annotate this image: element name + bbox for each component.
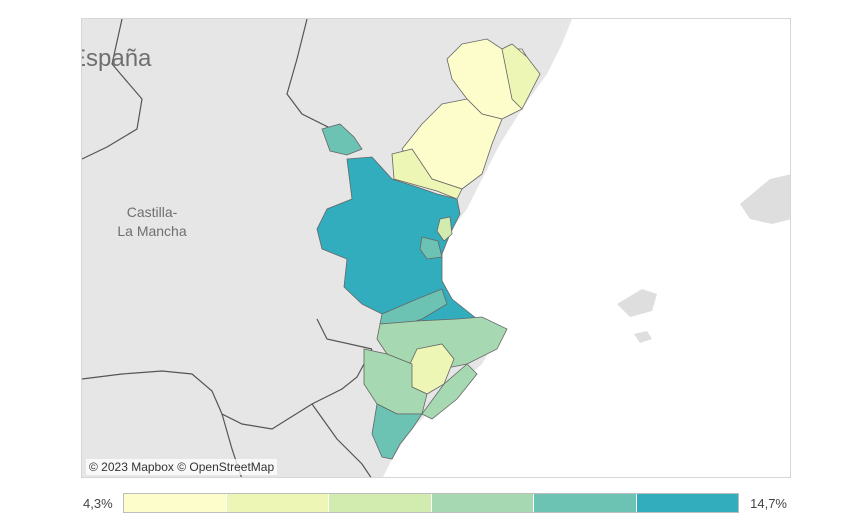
color-legend: 4,3% 14,7% [81,492,791,518]
balearic-island-ibiza [617,289,657,317]
district-alicante-south[interactable] [371,403,423,460]
district-alicante-coast[interactable] [421,363,478,420]
balearic-island-mallorca [740,174,790,224]
district-alicante-north[interactable] [376,316,508,370]
admin-border-1 [82,19,143,160]
legend-step-4 [431,494,534,512]
country-label: España [82,45,152,72]
balearic-island-formentera [634,331,652,343]
region-label-line-1: Castilla- [127,204,178,220]
admin-border-6 [316,318,373,350]
district-castellon-northeast[interactable] [501,43,541,110]
choropleth-map[interactable]: España Castilla- La Mancha [82,19,791,478]
district-valencia-coast[interactable] [436,216,453,242]
legend-step-5 [534,494,637,512]
admin-border-3 [82,348,373,430]
map-attribution[interactable]: © 2023 Mapbox © OpenStreetMap [86,459,278,475]
legend-step-2 [226,494,329,512]
legend-min-label: 4,3% [83,496,113,511]
legend-step-6 [636,494,738,512]
admin-border-5 [311,403,372,477]
legend-max-label: 14,7% [750,496,787,511]
region-label-line-2: La Mancha [117,223,186,239]
legend-step-3 [329,494,432,512]
district-alicante-central[interactable] [363,348,428,415]
legend-step-1 [124,494,227,512]
district-valencia-main[interactable] [316,156,479,322]
district-cuenca-enclave[interactable] [321,123,363,156]
district-valencia-horta[interactable] [419,236,443,260]
map-view[interactable]: España Castilla- La Mancha © 2023 Mapbox ©… [81,18,791,478]
legend-color-ramp [123,493,739,513]
